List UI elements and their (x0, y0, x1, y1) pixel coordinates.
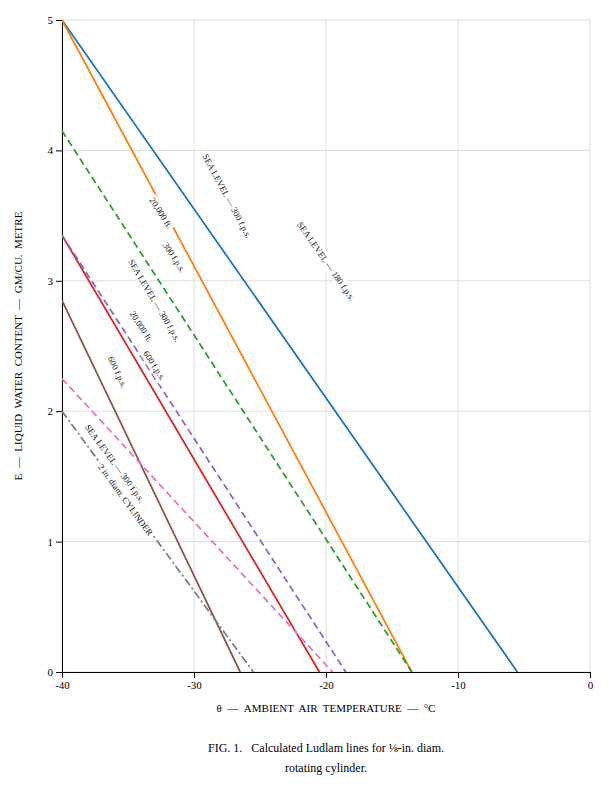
annotation-background (104, 353, 131, 391)
y-axis: 0 1 2 3 4 5 (48, 14, 63, 678)
x-tick: -20 (319, 672, 334, 691)
series-line (62, 235, 319, 672)
y-tick-label: 4 (48, 144, 54, 156)
x-axis: -40 -30 -20 -10 0 (55, 672, 594, 691)
x-grid-line (458, 20, 459, 672)
annotation-background (293, 218, 358, 304)
annotation-text: 2 in. diam. CYLINDER (96, 462, 155, 537)
y-grid-line (62, 541, 590, 542)
y-tick: 2 (48, 405, 63, 417)
annotation: 20,000 ft. (146, 194, 177, 232)
y-tick: 5 (48, 14, 63, 26)
series-line (62, 20, 412, 672)
grid (62, 20, 590, 672)
annotation-background (125, 256, 185, 346)
x-tick-mark (194, 672, 195, 678)
lines (62, 20, 517, 672)
annotation: 300 f.p.s. (159, 239, 189, 276)
y-axis-title: E — LIQUID WATER CONTENT — GM/CU. METRE (12, 211, 24, 480)
annotation-text: 600 f.p.s. (141, 349, 168, 383)
annotation-text: SEA LEVEL — 180 f.p.s. (295, 220, 357, 303)
annotation-background (199, 151, 255, 242)
series-line (62, 300, 240, 672)
y-tick-label: 2 (48, 405, 54, 417)
y-tick-mark (56, 542, 62, 543)
series-line (62, 20, 517, 672)
x-tick: -40 (55, 672, 70, 691)
annotations: SEA LEVEL — 180 f.p.s. SEA LEVEL — 300 f.… (81, 151, 358, 540)
y-tick-mark (56, 150, 62, 151)
x-tick: -10 (451, 672, 466, 691)
x-tick: -30 (187, 672, 202, 691)
annotation: SEA LEVEL — 300 f.p.s. (125, 256, 185, 346)
y-tick: 4 (48, 144, 63, 156)
y-axis-line (56, 21, 63, 673)
annotation-text: 600 f.p.s. (106, 355, 130, 390)
y-tick: 3 (48, 275, 63, 287)
annotation: 20,000 ft. (126, 307, 157, 345)
y-grid-line (62, 150, 590, 151)
annotation: 600 f.p.s. (104, 353, 131, 391)
annotation-background (139, 347, 169, 384)
annotation: SEA LEVEL — 180 f.p.s. (293, 218, 358, 304)
annotation-text: SEA LEVEL — 300 f.p.s. (126, 257, 182, 343)
x-tick-label: -40 (55, 679, 70, 691)
series-line (62, 131, 412, 672)
x-tick-mark (458, 672, 459, 678)
annotation: 600 f.p.s. (139, 347, 169, 384)
x-tick-label: 0 (588, 679, 594, 691)
y-grid-line (62, 20, 590, 21)
x-grid-line (326, 20, 327, 672)
caption: rotating cylinder. (285, 761, 367, 775)
series-line (62, 235, 346, 672)
y-tick: 1 (48, 536, 63, 548)
y-tick-mark (56, 411, 62, 412)
x-axis-line (63, 673, 591, 679)
annotation-background (94, 460, 156, 539)
series-line (62, 379, 333, 672)
x-tick-mark (326, 672, 327, 678)
chart: -40 -30 -20 -10 0 0 1 2 3 4 5 SEA LEVEL — 180 f.p.s… (0, 0, 614, 802)
x-grid-line (590, 20, 591, 672)
annotation-background (146, 194, 177, 232)
y-tick: 0 (48, 666, 63, 678)
x-tick: 0 (588, 672, 594, 691)
x-tick-label: -10 (451, 679, 466, 691)
annotation: SEA LEVEL — 300 f.p.s. (199, 151, 255, 242)
y-grid-line (62, 411, 590, 412)
x-tick-mark (590, 672, 591, 678)
annotation-text: 20,000 ft. (128, 309, 155, 344)
y-tick-label: 1 (48, 536, 54, 548)
annotation-text: 300 f.p.s. (161, 241, 188, 275)
annotation-text: SEA LEVEL — 300 f.p.s. (200, 152, 253, 239)
y-tick-label: 5 (48, 14, 54, 26)
y-tick-label: 0 (48, 666, 54, 678)
caption: FIG. 1. Calculated Ludlam lines for ⅛-in… (208, 741, 444, 755)
annotation: 2 in. diam. CYLINDER (94, 460, 156, 539)
x-tick-label: -30 (187, 679, 202, 691)
y-tick-label: 3 (48, 275, 54, 287)
y-tick-mark (56, 672, 62, 673)
x-axis-title: θ — AMBIENT AIR TEMPERATURE — °C (217, 702, 436, 714)
y-tick-mark (56, 281, 62, 282)
y-tick-mark (56, 20, 62, 21)
annotation-background (159, 239, 189, 276)
annotation-background (126, 307, 157, 345)
annotation-text: 20,000 ft. (147, 196, 174, 231)
x-tick-label: -20 (319, 679, 334, 691)
series-line (62, 411, 253, 672)
